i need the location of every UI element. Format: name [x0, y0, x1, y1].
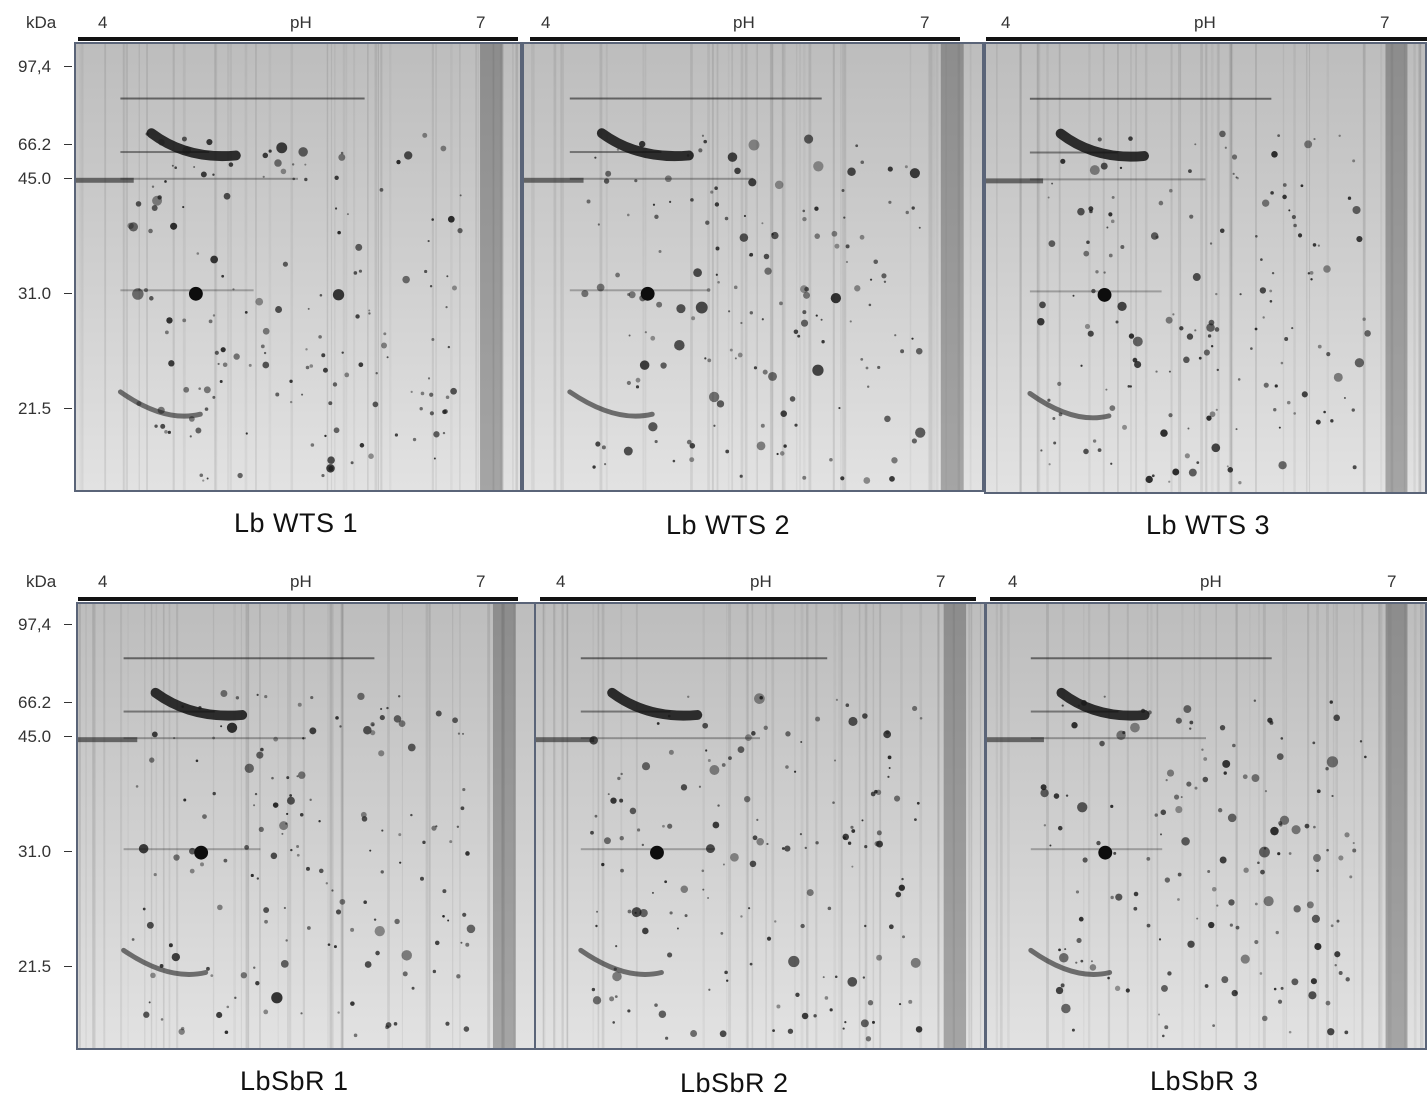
gel-image-lb-wts-2	[522, 42, 984, 492]
ph-start-label: 4	[556, 572, 566, 591]
ph-start-label: 4	[98, 13, 108, 32]
ph-start-label: 4	[541, 13, 551, 32]
mw-marker-66: 66.2	[18, 693, 52, 712]
mw-marker-66: 66.2	[18, 135, 52, 154]
mw-tick	[64, 408, 72, 409]
ph-start-label: 4	[1008, 572, 1018, 591]
gel-image-lbsbr-3	[985, 602, 1427, 1050]
gel-caption: LbSbR 2	[680, 1068, 789, 1098]
ph-axis-label: pH	[1200, 572, 1222, 591]
kda-label: kDa	[26, 572, 57, 591]
gel-caption: Lb WTS 1	[234, 508, 359, 538]
gel-image-lbsbr-1	[76, 602, 536, 1050]
ph-end-label: 7	[936, 572, 946, 591]
mw-tick	[64, 851, 72, 852]
mw-marker-45: 45.0	[18, 169, 52, 188]
kda-label: kDa	[26, 13, 57, 32]
ph-axis-label: pH	[750, 572, 772, 591]
gel-caption: LbSbR 3	[1150, 1066, 1259, 1096]
gel-caption: LbSbR 1	[240, 1066, 349, 1096]
mw-tick	[64, 736, 72, 737]
ph-end-label: 7	[476, 13, 486, 32]
mw-marker-21: 21.5	[18, 957, 52, 976]
ph-axis-label: pH	[1194, 13, 1216, 32]
ph-start-label: 4	[98, 572, 108, 591]
mw-marker-45: 45.0	[18, 727, 52, 746]
ph-end-label: 7	[1380, 13, 1390, 32]
mw-marker-31: 31.0	[18, 842, 52, 861]
gel-image-lb-wts-1	[74, 42, 522, 492]
gel-caption: Lb WTS 2	[666, 510, 791, 540]
ph-start-label: 4	[1001, 13, 1011, 32]
gel-image-lb-wts-3	[984, 42, 1427, 494]
ph-gradient-bar	[990, 597, 1427, 601]
mw-tick	[64, 144, 72, 145]
ph-axis-label: pH	[290, 572, 312, 591]
mw-marker-97: 97,4	[18, 57, 52, 76]
mw-tick	[64, 293, 72, 294]
gel-caption: Lb WTS 3	[1146, 510, 1271, 540]
mw-tick	[64, 702, 72, 703]
ph-axis-label: pH	[733, 13, 755, 32]
mw-tick	[64, 66, 72, 67]
ph-gradient-bar	[78, 597, 518, 601]
mw-marker-21: 21.5	[18, 399, 52, 418]
ph-gradient-bar	[78, 37, 518, 41]
ph-gradient-bar	[540, 597, 976, 601]
ph-end-label: 7	[920, 13, 930, 32]
ph-gradient-bar	[530, 37, 960, 41]
gel-image-lbsbr-2	[534, 602, 986, 1050]
mw-marker-97: 97,4	[18, 615, 52, 634]
ph-gradient-bar	[986, 37, 1427, 41]
ph-axis-label: pH	[290, 13, 312, 32]
ph-end-label: 7	[476, 572, 486, 591]
ph-end-label: 7	[1387, 572, 1397, 591]
mw-tick	[64, 966, 72, 967]
mw-marker-31: 31.0	[18, 284, 52, 303]
mw-tick	[64, 624, 72, 625]
mw-tick	[64, 178, 72, 179]
